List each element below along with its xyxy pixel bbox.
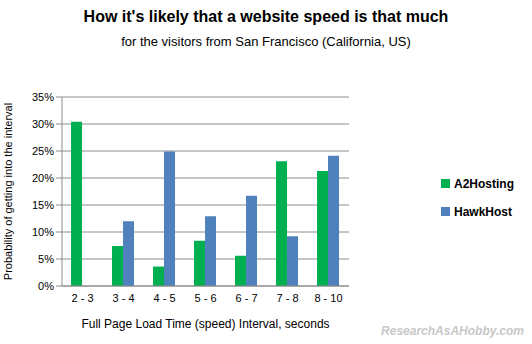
- svg-text:10%: 10%: [32, 226, 54, 238]
- svg-text:5 - 6: 5 - 6: [194, 292, 216, 304]
- svg-text:30%: 30%: [32, 118, 54, 130]
- svg-text:6 - 7: 6 - 7: [235, 292, 257, 304]
- svg-text:25%: 25%: [32, 145, 54, 157]
- svg-text:15%: 15%: [32, 199, 54, 211]
- svg-text:2 - 3: 2 - 3: [71, 292, 93, 304]
- html-text:HawkHost: HawkHost: [454, 205, 512, 219]
- html-text:ResearchAsAHobby.com: ResearchAsAHobby.com: [381, 324, 524, 338]
- svg-text:35%: 35%: [32, 91, 54, 103]
- svg-text:4 - 5: 4 - 5: [153, 292, 175, 304]
- html-text:for the visitors from San Fran: for the visitors from San Francisco (Cal…: [121, 34, 411, 49]
- html-text:How it's likely that a website: How it's likely that a website speed is …: [83, 8, 449, 25]
- svg-text:Full Page Load Time (speed) In: Full Page Load Time (speed) Interval, se…: [81, 317, 329, 331]
- svg-text:5%: 5%: [38, 253, 54, 265]
- svg-text:0%: 0%: [38, 280, 54, 292]
- svg-text:8 - 10: 8 - 10: [314, 292, 342, 304]
- svg-text:7 - 8: 7 - 8: [276, 292, 298, 304]
- svg-text:20%: 20%: [32, 172, 54, 184]
- svg-text:Probability of getting into th: Probability of getting into the interval: [8, 103, 14, 280]
- svg-text:3 - 4: 3 - 4: [112, 292, 134, 304]
- html-text:A2Hosting: A2Hosting: [454, 177, 514, 191]
